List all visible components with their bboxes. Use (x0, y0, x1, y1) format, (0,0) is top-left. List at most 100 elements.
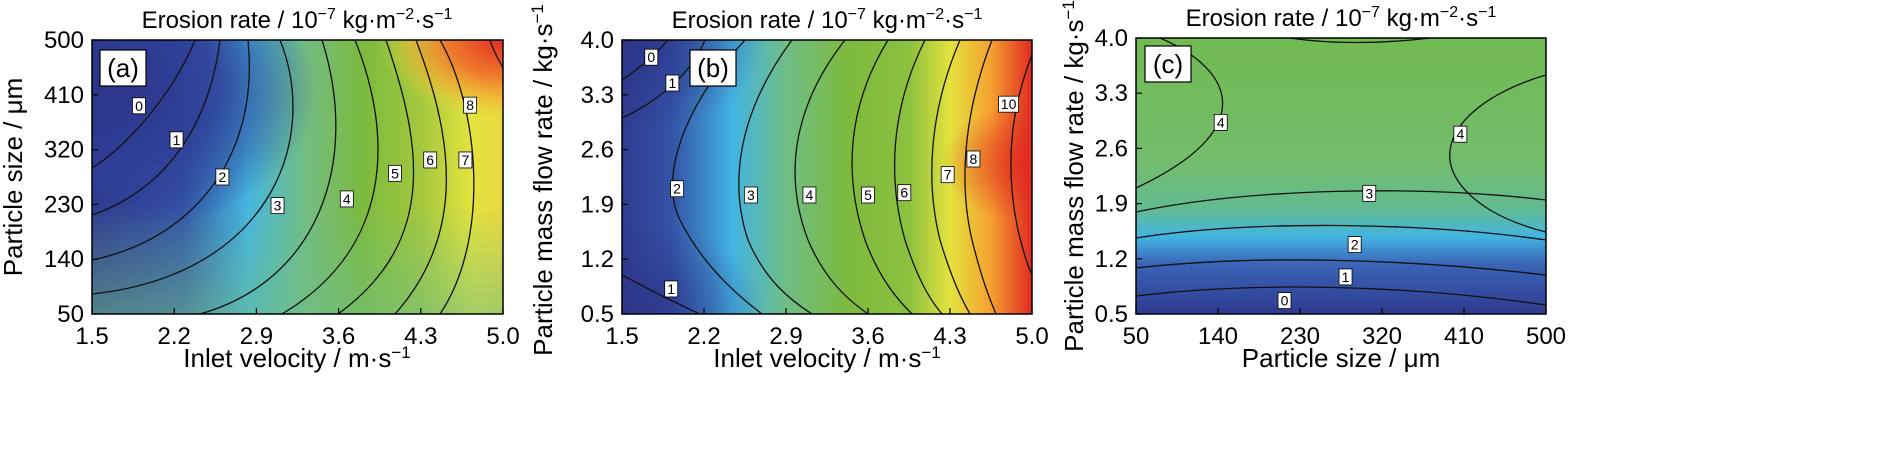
panel-a-y-label: Particle size / μm (0, 78, 28, 276)
x-tick-label: 230 (1280, 323, 1320, 350)
contour-label: 4 (1456, 126, 1464, 142)
panel-a-frame (91, 39, 504, 315)
y-tick-label: 0.5 (1095, 301, 1128, 328)
contour-b-2 (671, 40, 763, 314)
y-tick-label: 2.6 (581, 137, 614, 164)
y-tick-label: 1.9 (581, 191, 614, 218)
contour-label: 0 (135, 98, 143, 114)
panel-a-x-label: Inlet velocity / m·s−1 (183, 343, 410, 373)
contour-label: 2 (218, 169, 226, 185)
x-tick-label: 4.3 (404, 323, 437, 350)
panel-c-contour-labels: 4 4 3 21 0 (1213, 113, 1468, 309)
contour-label-box (743, 186, 758, 204)
contour-label: 8 (970, 151, 978, 167)
panel-c-label-box (1144, 45, 1192, 83)
y-tick-label: 0.5 (581, 301, 614, 328)
contour-b-6 (893, 40, 943, 314)
contour-label-box (1213, 113, 1228, 131)
contour-label-box (998, 95, 1019, 113)
panel-a-x-ticks: 1.5 2.2 2.9 3.6 4.3 5.0 (75, 308, 520, 350)
contour-label: 8 (466, 97, 474, 113)
contour-c-1 (1136, 259, 1546, 276)
contour-label-box (940, 166, 955, 184)
contour-label-box (644, 48, 659, 66)
contour-label-box (1338, 268, 1353, 286)
x-tick-label: 1.5 (75, 323, 108, 350)
contour-label: 6 (900, 185, 908, 201)
contour-a-9 (489, 40, 503, 69)
contour-label-box (215, 168, 230, 186)
y-tick-label: 410 (44, 82, 84, 109)
panel-a-contour-lines (92, 40, 503, 314)
contour-label: 0 (1281, 293, 1289, 309)
panel-a-title: Erosion rate / 10−7 kg·m−2·s−1 (142, 6, 453, 34)
panel-c-x-ticks: 50 140 230 320 410 500 (1123, 308, 1566, 350)
contour-label-box (169, 131, 184, 149)
contour-label: 3 (274, 198, 282, 214)
contour-b-3 (738, 40, 813, 314)
contour-label-box (1362, 184, 1377, 202)
x-tick-label: 320 (1362, 323, 1402, 350)
contour-c-4-right (1449, 74, 1546, 233)
contour-label-box (1347, 236, 1362, 254)
contour-label-box (897, 184, 912, 202)
panel-b-label-box (689, 49, 737, 87)
y-tick-label: 320 (44, 137, 84, 164)
y-tick-label: 1.2 (1095, 246, 1128, 273)
contour-a-2 (92, 40, 250, 261)
contour-label: 4 (343, 191, 351, 207)
y-tick-label: 3.3 (581, 82, 614, 109)
contour-label-box (1453, 125, 1468, 143)
contour-label-box (1277, 292, 1292, 309)
contour-label: 2 (673, 181, 681, 197)
panel-b-x-ticks: 1.5 2.2 2.9 3.6 4.3 5.0 (605, 308, 1049, 350)
contour-c-0 (1136, 286, 1546, 306)
panel-b-frame (621, 39, 1033, 315)
panel-b-x-label: Inlet velocity / m·s−1 (713, 343, 940, 373)
contour-label-box (463, 96, 478, 114)
contour-label: 3 (747, 187, 755, 203)
y-tick-label: 500 (44, 27, 84, 54)
panel-b-contour-lines (622, 40, 1032, 314)
y-tick-label: 230 (44, 191, 84, 218)
contour-a-4 (199, 40, 337, 314)
panel-c-x-label: Particle size / μm (1242, 343, 1440, 373)
contour-b-5 (851, 40, 913, 314)
y-tick-label: 1.2 (581, 246, 614, 273)
contour-label-box (270, 197, 285, 215)
contour-a-8 (439, 40, 475, 314)
x-tick-label: 5.0 (1015, 323, 1048, 350)
panel-c-y-label: Particle mass flow rate / kg·s−1 (1059, 0, 1089, 352)
contour-label: 7 (944, 167, 952, 183)
contour-a-6 (337, 40, 415, 314)
panel-a-heatmap (92, 40, 503, 314)
x-tick-label: 5.0 (486, 323, 519, 350)
x-tick-label: 50 (1123, 323, 1150, 350)
panel-c-title: Erosion rate / 10−7 kg·m−2·s−1 (1186, 4, 1497, 32)
contour-c-2 (1136, 224, 1546, 241)
contour-label: 3 (1365, 185, 1373, 201)
panel-b-label: (b) (697, 53, 729, 83)
contour-b-4 (794, 40, 869, 314)
x-tick-label: 500 (1526, 323, 1566, 350)
contour-a-5 (281, 40, 379, 314)
panel-a-label: (a) (107, 53, 139, 83)
contour-label-box (861, 186, 875, 204)
contour-label: 6 (426, 152, 434, 168)
contour-label-box (802, 186, 817, 204)
x-tick-label: 3.6 (851, 323, 884, 350)
y-tick-label: 4.0 (581, 27, 614, 54)
contour-label: 2 (1351, 237, 1359, 253)
contour-label: 10 (1001, 96, 1017, 112)
contour-label-box (664, 280, 679, 298)
panel-c-y-ticks: 0.5 1.2 1.9 2.6 3.3 4.0 (1095, 25, 1142, 328)
y-tick-label: 50 (57, 301, 84, 328)
contour-label-box (966, 150, 981, 168)
contour-label-box (458, 151, 473, 169)
panel-a: Erosion rate / 10−7 kg·m−2·s−1 (a) 1.5 2.… (0, 6, 520, 373)
contour-label: 1 (173, 132, 181, 148)
panel-b-y-label: Particle mass flow rate / kg·s−1 (528, 4, 558, 356)
x-tick-label: 140 (1198, 323, 1238, 350)
contour-label: 5 (864, 187, 872, 203)
